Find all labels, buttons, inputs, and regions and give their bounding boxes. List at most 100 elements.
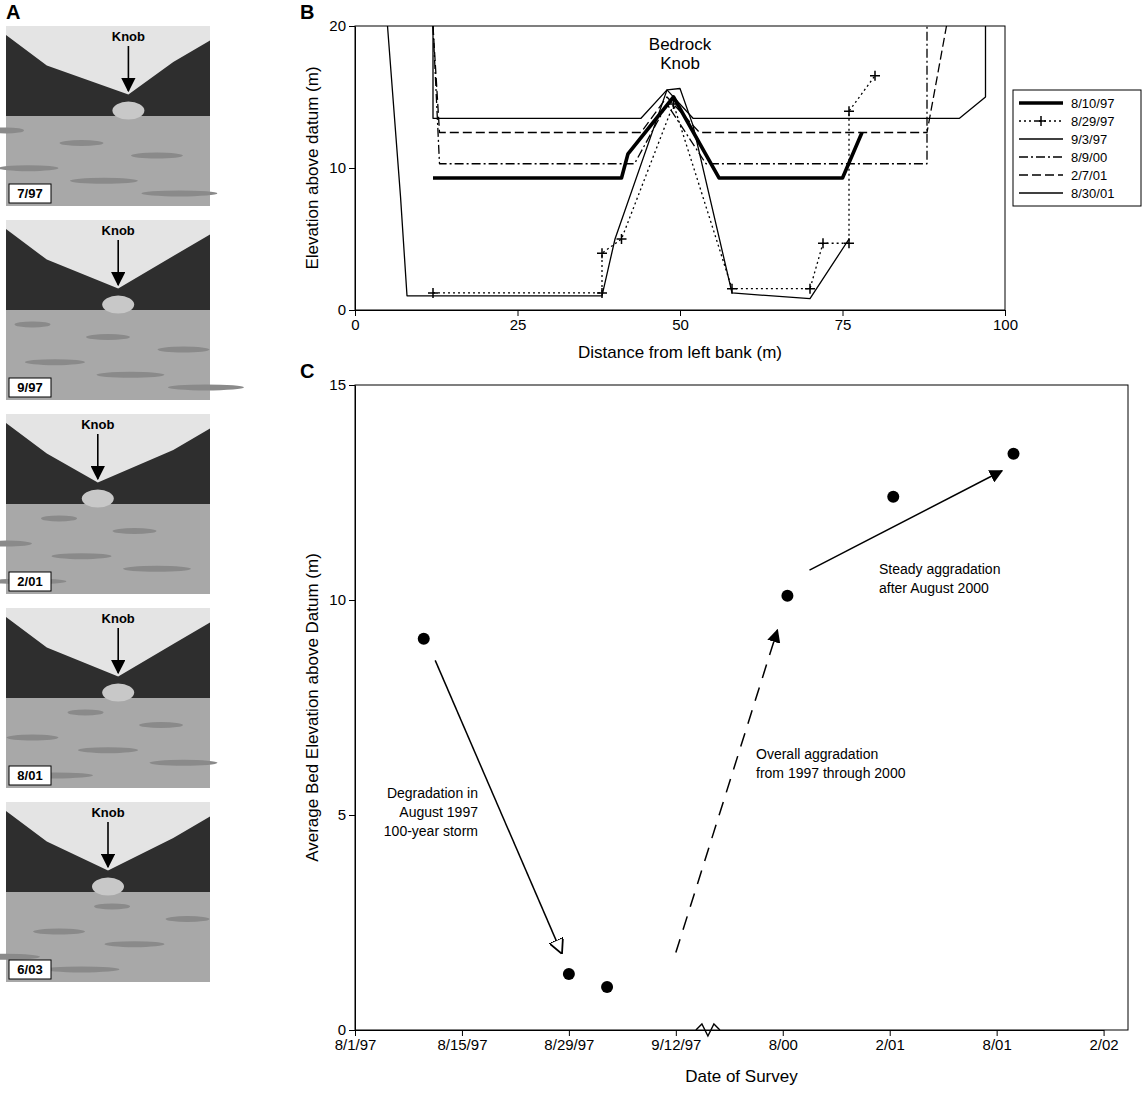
tick: 2/02 [1089,1030,1118,1053]
axis-line [355,27,356,311]
knob-arrow [128,46,130,91]
tick-label: 10 [329,591,346,608]
date-box [9,572,51,591]
series-line [433,76,875,293]
tick-label: 0 [338,301,346,318]
tick: 10 [329,591,355,608]
tick: 2/01 [876,1030,905,1053]
legend-swatch [1019,138,1063,139]
tick-label: 0 [351,316,359,333]
knob-label: Knob [102,223,135,238]
tick-label: 8/00 [769,1036,798,1053]
photo-texture [78,747,138,753]
tick: 50 [672,310,689,333]
legend-label: 9/3/97 [1071,132,1107,147]
annotation: after August 2000 [879,580,989,596]
tick-label: 100 [993,316,1018,333]
knob-arrow [107,822,109,867]
tick-label: 15 [329,376,346,393]
tick-label: 8/01 [983,1036,1012,1053]
tick: 75 [835,310,852,333]
annotation: Steady aggradation [879,561,1000,577]
tick-mark [349,385,355,386]
date-label: 9/97 [17,380,42,395]
data-point [781,590,793,602]
series-line [433,26,986,118]
axis-break [696,1024,720,1036]
tick: 9/12/97 [651,1030,701,1053]
annotation: 100-year storm [384,823,478,839]
photo-sky [6,414,210,594]
legend-label: 2/7/01 [1071,168,1107,183]
knob-arrow [97,434,99,479]
photo-texture [94,903,130,909]
x-axis-title: Distance from left bank (m) [578,343,782,362]
tick: 20 [329,17,355,34]
date-box [9,766,51,785]
legend-swatch [1019,192,1063,193]
tick-label: 50 [672,316,689,333]
point-marker [844,106,854,116]
axis: 01020 [329,17,355,318]
tick-label: 5 [338,806,346,823]
photo-sky [6,26,210,206]
data-point [887,491,899,503]
annotation: Degradation in [387,785,478,801]
photo-sky [6,802,210,982]
date-label: 7/97 [17,186,42,201]
photo-texture [139,722,183,728]
plot-frame [355,385,1128,1030]
photo-texture [33,929,85,935]
tick-label: 9/12/97 [651,1036,701,1053]
tick-label: 2/02 [1089,1036,1118,1053]
tick: 0 [351,310,359,333]
tick-label: 8/15/97 [437,1036,487,1053]
photo-texture [51,553,111,559]
photo-texture [113,528,157,534]
tick-label: 75 [835,316,852,333]
figure: AKnob7/97Knob9/97Knob2/01Knob8/01Knob6/0… [0,0,1148,1099]
annotation: Knob [660,54,700,73]
tick: 8/01 [983,1030,1012,1053]
point-marker [617,234,627,244]
tick-label: 20 [329,17,346,34]
photo-texture [15,321,51,327]
photo-texture [25,359,85,365]
point-marker [597,248,607,258]
legend-label: 8/29/97 [1071,114,1114,129]
knob-arrow [117,240,119,285]
y-axis-title: Average Bed Elevation above Datum (m) [303,553,322,862]
legend-box [1013,90,1141,206]
photo-panel: Knob7/97Knob9/97Knob2/01Knob8/01Knob6/03 [0,26,244,982]
knob-label: Knob [81,417,114,432]
panel-letter: B [300,1,314,23]
tick-label: 2/01 [876,1036,905,1053]
panel-letter: A [6,1,20,23]
photo: Knob 9/97 [6,220,244,400]
tick: 100 [993,310,1018,333]
tick: 25 [510,310,527,333]
photo-river [6,698,210,788]
annotation-arrow [676,630,778,953]
date-box [9,378,51,397]
knob-label: Knob [91,805,124,820]
annotation: Bedrock [649,35,712,54]
photo-texture [96,372,164,378]
photo-texture [68,709,104,715]
date-label: 2/01 [17,574,42,589]
photo-sky [6,220,210,400]
photo: Knob8/01 [6,608,217,788]
knob-arrow [117,628,119,673]
tick: 0 [338,1021,355,1038]
axis: 8/1/978/15/978/29/979/12/978/002/018/012… [335,1030,1119,1053]
photo-texture [70,178,138,184]
photo-texture [0,165,58,171]
photo-texture [41,515,77,521]
photo: Knob 2/01 [0,414,210,594]
panel-letter: C [300,360,314,382]
series-line [433,26,947,133]
tick-mark [349,310,355,311]
tick-mark [349,168,355,169]
photo-texture [105,941,165,947]
data-point [563,968,575,980]
